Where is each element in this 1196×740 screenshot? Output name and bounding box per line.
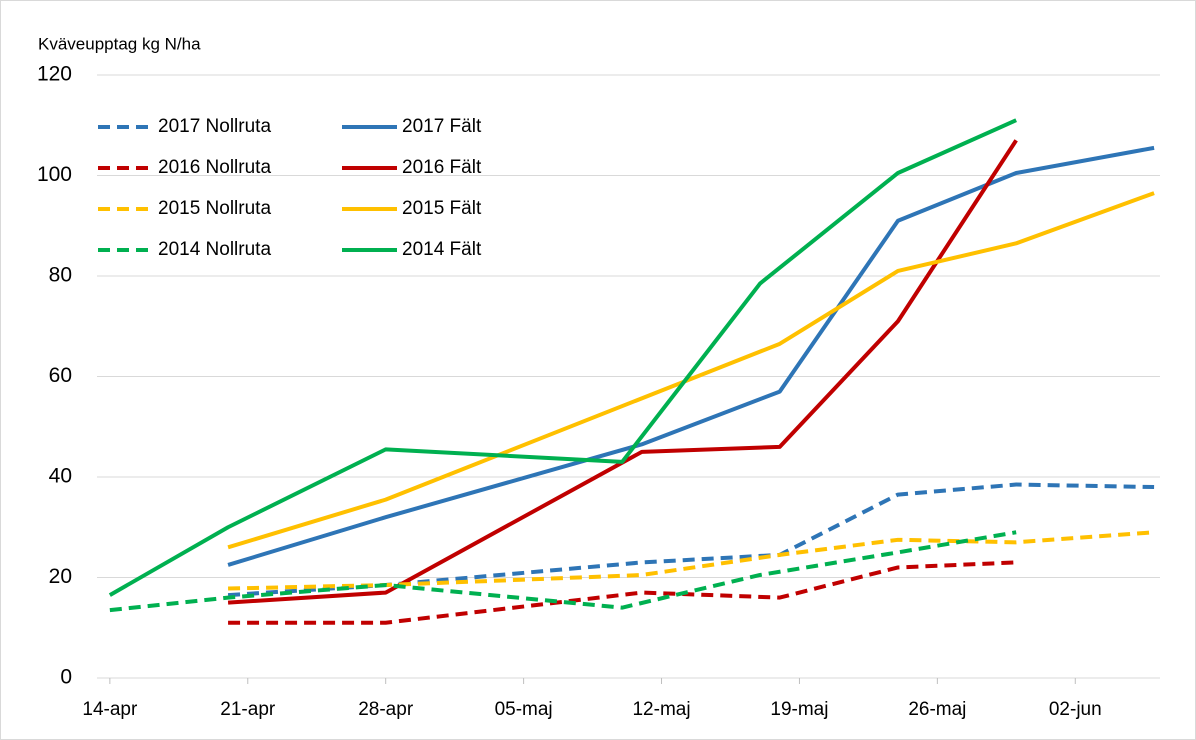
series-line: [108, 118, 1017, 597]
legend-label: 2014 Fält: [402, 239, 482, 260]
legend-label: 2017 Fält: [402, 116, 482, 137]
x-tick-label: 12-maj: [632, 699, 690, 720]
x-tick-label: 05-maj: [495, 699, 553, 720]
y-tick-label: 60: [49, 364, 72, 387]
y-axis-label: Kväveupptag kg N/ha: [38, 34, 201, 53]
legend-label: 2016 Nollruta: [158, 157, 271, 178]
legend-label: 2015 Fält: [402, 198, 482, 219]
legend-label: 2016 Fält: [402, 157, 482, 178]
x-tick-label: 14-apr: [82, 699, 138, 720]
y-tick-label: 120: [37, 63, 72, 86]
x-tick-label: 26-maj: [908, 699, 966, 720]
legend-label: 2014 Nollruta: [158, 239, 271, 260]
series-line: [228, 560, 1017, 625]
x-tick-label: 28-apr: [358, 699, 414, 720]
series-line: [109, 530, 1017, 613]
y-tick-label: 0: [60, 666, 72, 689]
x-tick-label: 19-maj: [770, 699, 828, 720]
y-tick-label: 80: [49, 264, 72, 287]
x-tick-label: 02-jun: [1049, 699, 1102, 720]
series-line: [227, 145, 1155, 567]
x-tick-label: 21-apr: [220, 699, 276, 720]
y-tick-label: 20: [49, 565, 72, 588]
series-line: [227, 139, 1018, 605]
y-tick-label: 40: [49, 465, 72, 488]
legend-label: 2015 Nollruta: [158, 198, 271, 219]
y-tick-label: 100: [37, 163, 72, 186]
legend-label: 2017 Nollruta: [158, 116, 271, 137]
series-line: [227, 191, 1155, 550]
